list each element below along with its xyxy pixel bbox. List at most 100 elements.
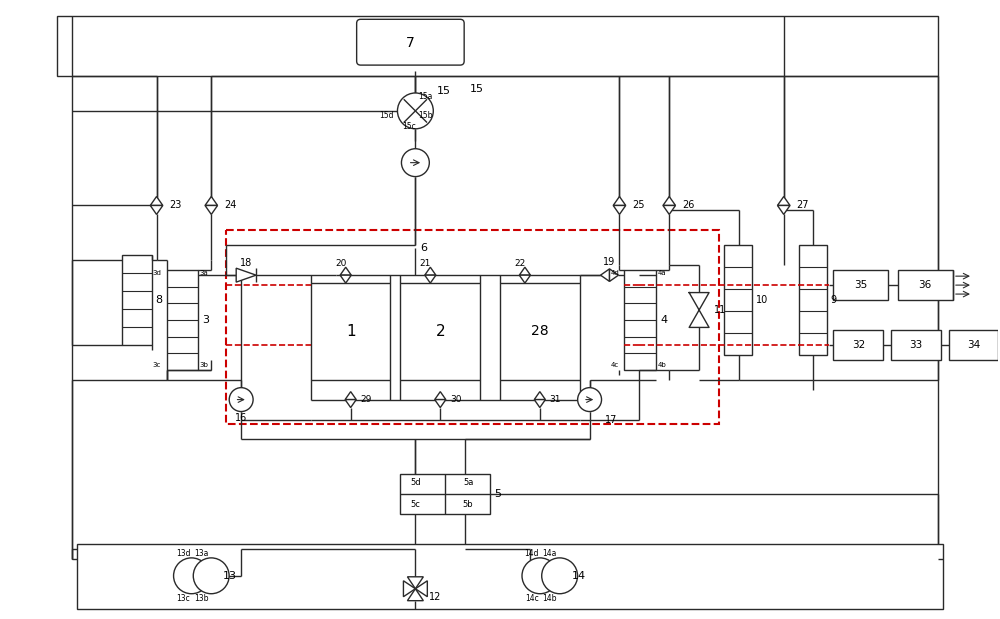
Text: 13c: 13c	[177, 594, 190, 603]
Text: 22: 22	[514, 259, 526, 267]
Polygon shape	[435, 392, 446, 400]
Text: 8: 8	[156, 295, 163, 305]
Polygon shape	[415, 581, 427, 597]
Text: 1: 1	[346, 324, 355, 339]
Bar	[949, 330, 999, 360]
Text: 13: 13	[223, 571, 237, 581]
Text: 4: 4	[660, 315, 667, 325]
Text: 3d: 3d	[153, 270, 161, 276]
Text: 15: 15	[437, 86, 451, 96]
Polygon shape	[534, 400, 545, 407]
Polygon shape	[340, 267, 351, 275]
Bar	[891, 330, 941, 360]
Bar	[833, 270, 888, 300]
Text: 23: 23	[169, 201, 182, 210]
Text: 32: 32	[852, 340, 865, 350]
Text: 14d: 14d	[525, 550, 539, 558]
Polygon shape	[425, 267, 436, 275]
Polygon shape	[435, 400, 446, 407]
Text: 4b: 4b	[657, 361, 666, 368]
Text: 34: 34	[967, 340, 980, 350]
Polygon shape	[205, 196, 218, 206]
Text: 26: 26	[682, 201, 695, 210]
Polygon shape	[205, 206, 218, 214]
Text: 21: 21	[420, 259, 431, 267]
Text: 3c: 3c	[153, 361, 161, 368]
Text: 10: 10	[756, 295, 768, 305]
Text: 18: 18	[240, 258, 252, 268]
Text: 4c: 4c	[611, 361, 619, 368]
Circle shape	[229, 387, 253, 412]
Text: 2: 2	[435, 324, 445, 339]
Text: 5c: 5c	[410, 500, 420, 509]
Bar	[400, 474, 490, 514]
Circle shape	[401, 149, 429, 176]
Bar	[833, 330, 883, 360]
Text: 28: 28	[531, 324, 549, 339]
Circle shape	[542, 558, 578, 594]
Text: 6: 6	[420, 243, 427, 253]
Text: 17: 17	[605, 415, 617, 425]
Polygon shape	[601, 269, 610, 282]
Bar	[724, 245, 752, 355]
Text: 15d: 15d	[379, 111, 393, 120]
Bar	[226, 230, 719, 425]
Text: 5a: 5a	[463, 478, 473, 487]
Polygon shape	[663, 196, 676, 206]
Text: 30: 30	[450, 395, 462, 404]
Bar	[311, 283, 390, 379]
Polygon shape	[425, 275, 436, 283]
Circle shape	[578, 387, 602, 412]
Polygon shape	[150, 196, 163, 206]
Bar	[799, 245, 827, 355]
Polygon shape	[407, 577, 423, 589]
Text: 33: 33	[909, 340, 923, 350]
Text: 14: 14	[572, 571, 586, 581]
Text: 5d: 5d	[410, 478, 421, 487]
Text: 20: 20	[335, 259, 346, 267]
Text: 13d: 13d	[176, 550, 191, 558]
Polygon shape	[613, 206, 626, 214]
Text: 29: 29	[361, 395, 372, 404]
Polygon shape	[534, 392, 545, 400]
Circle shape	[397, 93, 433, 129]
Text: 31: 31	[550, 395, 561, 404]
Polygon shape	[663, 206, 676, 214]
Polygon shape	[610, 269, 618, 282]
Bar	[167, 270, 198, 370]
Polygon shape	[150, 206, 163, 214]
Polygon shape	[519, 267, 530, 275]
Text: 3b: 3b	[199, 361, 208, 368]
Text: 14b: 14b	[543, 594, 557, 603]
Text: 9: 9	[831, 295, 837, 305]
Text: 14c: 14c	[525, 594, 539, 603]
Bar	[500, 283, 580, 379]
Text: 4d: 4d	[611, 270, 619, 276]
Text: 7: 7	[406, 36, 415, 50]
Bar	[400, 283, 480, 379]
Text: 15: 15	[470, 84, 484, 94]
Polygon shape	[345, 392, 356, 400]
FancyBboxPatch shape	[357, 19, 464, 65]
Circle shape	[193, 558, 229, 594]
Polygon shape	[403, 581, 415, 597]
Text: 14a: 14a	[543, 550, 557, 558]
Text: 15b: 15b	[418, 111, 433, 120]
Text: 35: 35	[854, 280, 867, 290]
Bar	[898, 270, 953, 300]
Polygon shape	[613, 196, 626, 206]
Circle shape	[174, 558, 209, 594]
Polygon shape	[407, 589, 423, 600]
Bar	[57, 16, 938, 76]
Text: 25: 25	[632, 201, 645, 210]
Polygon shape	[236, 268, 256, 282]
Text: 5: 5	[494, 489, 501, 499]
Text: 4a: 4a	[657, 270, 666, 276]
Text: 13a: 13a	[194, 550, 209, 558]
Text: 16: 16	[235, 412, 247, 423]
Text: 15c: 15c	[403, 123, 416, 131]
Bar	[77, 544, 943, 608]
Text: 3a: 3a	[199, 270, 208, 276]
Circle shape	[522, 558, 558, 594]
Bar	[122, 255, 152, 345]
